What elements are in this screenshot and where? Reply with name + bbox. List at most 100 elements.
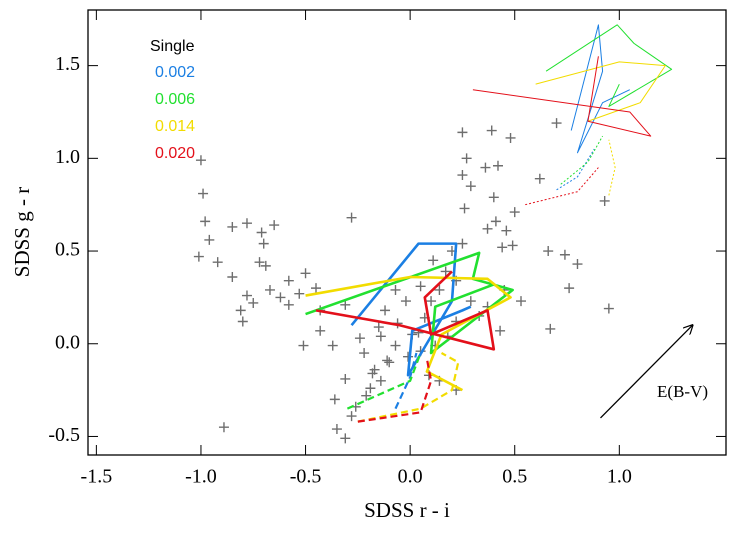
model-track	[525, 167, 599, 206]
data-point	[340, 433, 351, 444]
data-point	[434, 284, 445, 295]
y-axis-label: SDSS g - r	[10, 187, 34, 277]
data-point	[298, 340, 309, 351]
model-track	[608, 139, 616, 196]
data-point	[346, 411, 357, 422]
data-point	[403, 351, 414, 362]
data-point	[382, 355, 393, 366]
y-tick-label: -0.5	[48, 424, 80, 446]
legend-label: 0.002	[155, 64, 195, 81]
data-point	[534, 173, 545, 184]
data-point	[505, 132, 516, 143]
data-point	[457, 238, 468, 249]
data-point	[227, 221, 238, 232]
model-track	[305, 251, 514, 355]
data-point	[390, 284, 401, 295]
data-point	[551, 118, 562, 129]
data-point	[509, 207, 520, 218]
data-point	[559, 249, 570, 260]
x-tick-label: -1.5	[81, 466, 113, 488]
data-point	[465, 181, 476, 192]
data-point	[564, 283, 575, 294]
y-tick-label: 0.0	[55, 331, 80, 353]
reddening-arrow	[600, 325, 692, 419]
data-point	[283, 299, 294, 310]
model-track	[315, 270, 496, 351]
data-point	[340, 373, 351, 384]
data-point	[256, 227, 267, 238]
data-point	[204, 234, 215, 245]
data-point	[254, 257, 265, 268]
data-point	[497, 242, 508, 253]
data-point	[327, 340, 338, 351]
data-point	[195, 155, 206, 166]
data-point	[354, 333, 365, 344]
data-point	[490, 216, 501, 227]
data-point	[365, 383, 376, 394]
legend-label: 0.020	[155, 145, 195, 162]
data-point	[457, 127, 468, 138]
data-point	[390, 340, 401, 351]
data-point	[300, 268, 311, 279]
data-point	[373, 322, 384, 333]
data-point	[340, 299, 351, 310]
data-point	[283, 275, 294, 286]
model-track	[535, 61, 666, 122]
plot-frame	[87, 9, 727, 456]
model-track	[556, 148, 595, 191]
data-point	[465, 296, 476, 307]
data-point	[361, 390, 372, 401]
data-point	[375, 331, 386, 342]
data-point	[543, 246, 554, 257]
data-point	[264, 284, 275, 295]
data-point	[603, 303, 614, 314]
arrow-label: E(B-V)	[657, 382, 708, 401]
data-point	[241, 290, 252, 301]
y-tick-label: 0.5	[55, 239, 80, 261]
y-tick-label: 1.5	[55, 53, 80, 75]
data-point	[384, 357, 395, 368]
legend-label: 0.014	[155, 118, 195, 135]
data-point	[331, 424, 342, 435]
model-track	[350, 242, 472, 377]
data-point	[329, 394, 340, 405]
legend-title: Single	[150, 38, 195, 55]
data-point	[488, 192, 499, 203]
x-tick-label: -0.5	[290, 466, 322, 488]
data-point	[492, 160, 503, 171]
data-point	[480, 162, 491, 173]
data-point	[545, 323, 556, 334]
data-point	[346, 212, 357, 223]
data-point	[212, 257, 223, 268]
data-point	[367, 368, 378, 379]
data-point	[380, 305, 391, 316]
data-point	[400, 296, 411, 307]
data-point	[482, 223, 493, 234]
model-track	[357, 352, 460, 423]
data-point	[507, 240, 518, 251]
data-point	[260, 260, 271, 271]
data-point	[241, 218, 252, 229]
data-point	[495, 325, 506, 336]
data-point	[235, 305, 246, 316]
x-tick-label: 1.0	[607, 466, 632, 488]
data-point	[461, 153, 472, 164]
model-track	[305, 275, 512, 392]
legend-label: 0.006	[155, 91, 195, 108]
data-point	[457, 170, 468, 181]
data-point	[572, 259, 583, 270]
data-point	[440, 266, 451, 277]
data-point	[501, 225, 512, 236]
data-point	[200, 216, 211, 227]
data-point	[218, 422, 229, 433]
data-point	[315, 325, 326, 336]
model-track	[346, 352, 422, 410]
data-point	[227, 272, 238, 282]
model-track	[545, 24, 673, 107]
model-track	[357, 358, 433, 423]
data-point	[258, 238, 269, 249]
data-point	[599, 195, 610, 206]
model-track	[570, 24, 630, 154]
data-point	[248, 297, 259, 308]
